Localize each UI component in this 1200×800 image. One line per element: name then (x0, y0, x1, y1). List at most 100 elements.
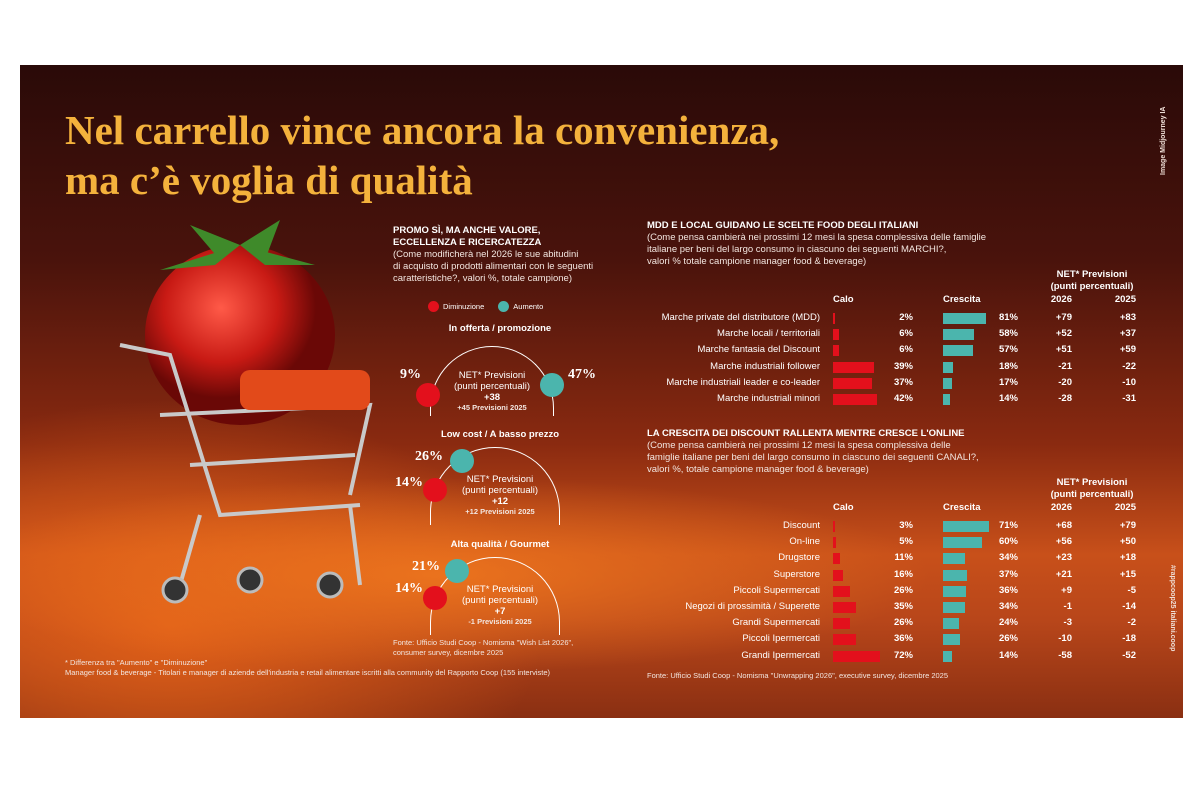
net-2025-value: +59 (1119, 344, 1136, 356)
table-row: On-line 5% 60% +56 +50 (647, 535, 1147, 549)
net-2025-value: +50 (1119, 536, 1136, 548)
category-label: Marche industriali minori (717, 393, 820, 404)
net-2025-value: +83 (1119, 312, 1136, 323)
calo-value: 26% (893, 617, 913, 629)
infographic: Nel carrello vince ancora la convenienza… (20, 65, 1183, 718)
net-2026-value: -10 (1058, 633, 1072, 645)
calo-bar (833, 650, 880, 662)
year-header: 2026 (1050, 294, 1072, 305)
item-title: Alta qualità / Gourmet (450, 539, 550, 550)
net-2025-value: -2 (1127, 617, 1136, 629)
increase-value: 26% (415, 449, 443, 464)
crescita-value: 71% (998, 520, 1018, 531)
hashtag: #rappcoop25 italiani.coop (1169, 565, 1176, 652)
calo-bar (833, 537, 837, 549)
item-title: Low cost / A basso prezzo (440, 429, 560, 440)
calo-value: 6% (899, 344, 913, 356)
column-header-crescita: Crescita (943, 294, 981, 305)
title-line-2: ma c’è voglia di qualità (65, 157, 473, 203)
net-2025-value: -18 (1122, 633, 1136, 645)
chart-subtitle: valori %, totale campione manager food &… (647, 464, 869, 475)
footnotes: * Differenza tra "Aumento" e "Diminuzion… (65, 658, 550, 678)
crescita-bar (943, 377, 952, 389)
net-2025-value: +79 (1119, 520, 1136, 531)
category-label: Marche fantasia del Discount (697, 344, 820, 356)
panel-heading: ECCELLENZA E RICERCATEZZA (393, 237, 542, 248)
net-2025-value: -52 (1122, 649, 1136, 661)
crescita-value: 14% (998, 649, 1018, 661)
crescita-bar (943, 634, 960, 646)
crescita-value: 17% (998, 376, 1018, 388)
table-row: Marche private del distributore (MDD) 2% 8… (647, 311, 1147, 325)
strawberry-cart-illustration (119, 220, 373, 604)
table-row: Marche industriali minori 42% 14% -28 -31 (647, 392, 1147, 406)
source-line: Fonte: Ufficio Studi Coop - Nomisma "Wis… (393, 638, 574, 647)
table-row: Marche industriali leader e co-leader 37%… (647, 376, 1147, 390)
footnote: Manager food & beverage - Titolari e man… (65, 668, 551, 677)
table-row: Marche industriali follower 39% 18% -21 -22 (647, 360, 1147, 374)
category-label: Marche locali / territoriali (717, 328, 820, 340)
calo-value: 39% (893, 360, 913, 372)
calo-bar (833, 394, 878, 405)
calo-value: 72% (893, 649, 913, 661)
chart-canali: LA CRESCITA DEI DISCOUNT RALLENTA MENTRE… (647, 428, 1147, 688)
chart-title: MDD E LOCAL GUIDANO LE SCELTE FOOD DEGLI… (647, 220, 919, 231)
net-2025-value: -10 (1122, 376, 1136, 388)
crescita-bar (943, 569, 968, 581)
decrease-dot (423, 586, 447, 610)
category-label: Superstore (773, 568, 820, 580)
calo-bar (833, 618, 850, 630)
crescita-bar (943, 602, 966, 613)
chart-source: Fonte: Ufficio Studi Coop - Nomisma "Unw… (647, 670, 949, 680)
prev-value: +45 Previsioni 2025 (457, 403, 527, 412)
calo-bar (833, 521, 835, 532)
legend-aumento: Aumento (513, 302, 544, 311)
calo-value: 5% (899, 536, 913, 548)
habits-panel: PROMO SÌ, MA ANCHE VALORE, ECCELLENZA E … (393, 225, 623, 285)
column-header-crescita: Crescita (943, 502, 981, 513)
column-header-calo: Calo (833, 502, 854, 513)
category-label: Piccoli Supermercati (733, 584, 820, 596)
net-value: +12 (491, 496, 509, 507)
year-header: 2026 (1050, 502, 1072, 513)
category-label: Grandi Supermercati (732, 617, 820, 629)
table-row: Superstore 16% 37% +21 +15 (647, 568, 1147, 582)
net-2025-value: +18 (1119, 552, 1136, 564)
calo-bar (833, 602, 856, 613)
table-row: Piccoli Ipermercati 36% 26% -10 -18 (647, 632, 1147, 646)
net-label: (punti percentuali) (461, 595, 539, 606)
crescita-bar (943, 329, 974, 341)
page-title: Nel carrello vince ancora la convenienza… (65, 105, 779, 205)
crescita-bar (943, 521, 990, 532)
category-label: Marche industriali leader e co-leader (666, 376, 820, 388)
calo-value: 36% (893, 633, 913, 645)
decrease-dot (416, 383, 440, 407)
crescita-bar (943, 313, 986, 324)
crescita-bar (943, 585, 967, 597)
net-2026-value: +9 (1061, 584, 1072, 596)
source-line: consumer survey, dicembre 2025 (393, 648, 504, 657)
habit-item-lowcost: Low cost / A basso prezzo 26% 14% NET* P… (395, 429, 630, 529)
category-label: Marche private del distributore (MDD) (661, 312, 820, 323)
calo-value: 37% (893, 376, 913, 388)
net-2026-value: +68 (1055, 520, 1072, 531)
decrease-value: 14% (395, 581, 423, 596)
net-2026-value: +79 (1055, 312, 1072, 323)
category-label: Grandi Ipermercati (741, 649, 820, 661)
crescita-value: 57% (998, 344, 1018, 356)
calo-bar (833, 553, 841, 565)
panel-question: di acquisto di prodotti alimentari con l… (393, 261, 594, 272)
chart-subtitle: (Come pensa cambierà nei prossimi 12 mes… (647, 440, 951, 451)
net-2025-value: +37 (1119, 328, 1136, 340)
crescita-value: 18% (998, 360, 1018, 372)
title-line-1: Nel carrello vince ancora la convenienza… (65, 107, 780, 153)
calo-value: 3% (899, 520, 913, 531)
net-2025-value: -14 (1122, 601, 1136, 612)
decrease-value: 14% (395, 475, 423, 490)
net-value: +7 (494, 606, 506, 617)
crescita-value: 37% (998, 568, 1018, 580)
net-2025-value: -31 (1122, 393, 1136, 404)
calo-value: 16% (893, 568, 913, 580)
net-2025-value: -5 (1127, 584, 1136, 596)
net-label: (punti percentuali) (461, 485, 539, 496)
